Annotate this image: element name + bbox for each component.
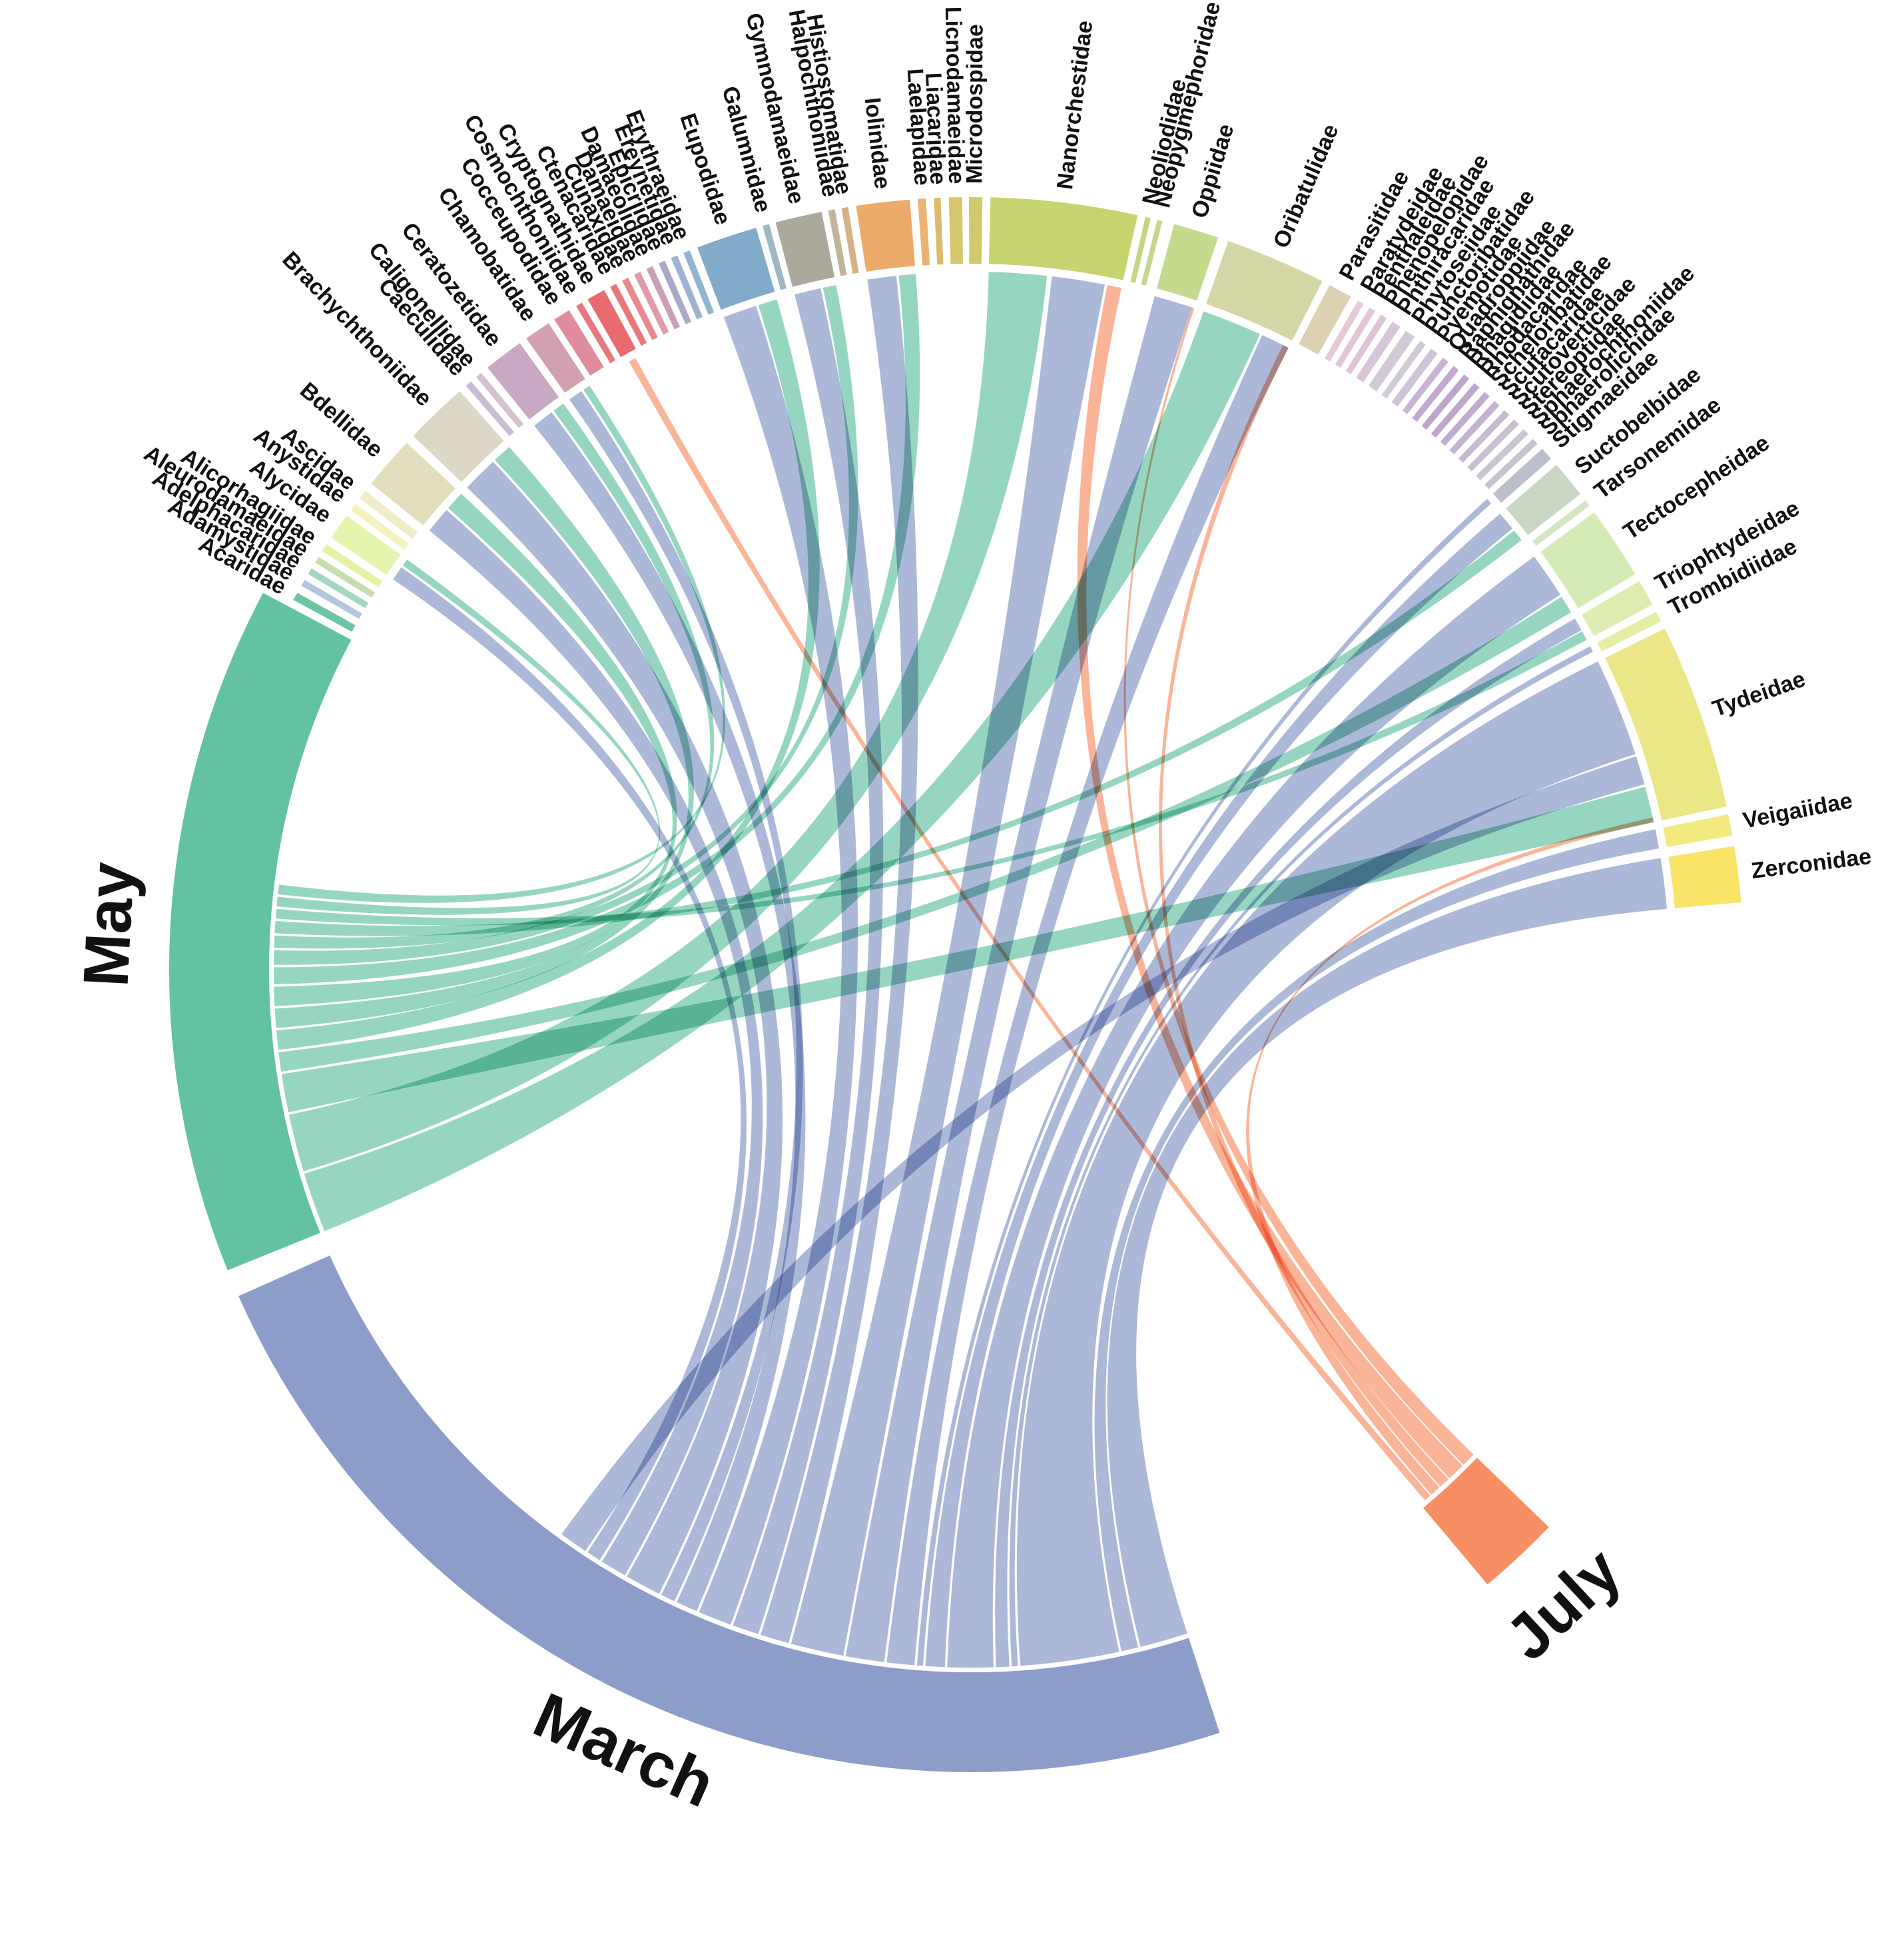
ribbon-may-tydeidae [281,787,1654,1113]
ribbon-may-bdellidae [274,493,677,1006]
family-arc-damaeidae [634,272,669,335]
family-arc-neoliodidae [1130,216,1151,283]
family-arc-sphaerochthoniidae [1476,429,1528,480]
family-arc-phenopelopidae [1345,314,1387,374]
ribbon-march-eupodidae [699,306,858,1625]
family-arc-gymnodamaeidae [775,212,835,287]
month-label-may: May [70,860,148,988]
family-label-nanorchestidae: Nanorchestidae [1052,19,1098,191]
family-arc-phytoseiidae [1368,330,1415,392]
family-arc-ceratozetidae [487,343,559,420]
family-arc-acaridae [293,593,356,632]
family-arc-triophtydeidae [1582,581,1653,637]
family-arc-parasitidae [1299,285,1351,355]
family-arc-zerconidae [1668,846,1742,908]
family-arc-stereoptidae [1467,420,1519,472]
ribbon-july-oppiidae [1123,307,1474,1465]
family-arc-eupodidae [697,228,775,310]
family-arc-stigmaeidae [1492,448,1552,503]
family-arc-brachychthoniidae [413,391,504,482]
family-arc-ctenacaridae [610,284,647,346]
ribbon-march-tydeidae [1016,661,1636,1666]
family-label-iolinidae: Iolinidae [860,96,896,190]
family-arc-anystidae [350,503,409,550]
family-arc-halpochthoniidae [828,209,847,276]
family-arc-paratydeidae [1325,300,1364,362]
family-arc-galumnidae [763,224,787,290]
family-arc-tarsonemidae [1532,500,1590,546]
family-arc-adelphacaridae [308,568,369,609]
family-arc-pyemotidae [1391,348,1438,407]
family-arc-punctoribatidae [1381,340,1426,399]
family-arc-scheloribatidae [1440,392,1490,446]
ribbon-march-veigaiidae [1094,829,1660,1652]
family-label-oppiidae: Oppiidae [1187,121,1239,221]
family-arc-trombidiidae [1597,611,1662,652]
family-arc-laelapidae [918,198,930,266]
family-arc-cosmochthoniidae [576,302,616,364]
family-arc-damaeolidae [646,266,681,330]
family-arc-scutacaridae [1449,401,1500,454]
family-arc-iolinidae [856,199,915,272]
family-arc-microdospidae [969,196,983,264]
family-label-microdospidae: Microdospidae [962,24,988,184]
month-arc-march [238,1255,1220,1772]
family-arc-adamystidae [301,579,362,619]
family-arc-bdellidae [371,442,456,525]
arc-layer [168,196,1742,1772]
family-label-licnodamaeidae: Licnodamaeidae [940,6,970,184]
family-arc-oribatulidae [1206,240,1323,341]
family-arc-caeculidae [466,381,514,436]
family-arc-epicriidae [659,260,691,324]
family-arc-histiostomatidae [841,206,859,274]
family-arc-caligonellidae [476,372,524,428]
family-arc-veigaiidae [1663,814,1733,847]
label-layer: AcaridaeAdamystidaeAdelphacaridaeAleurod… [70,0,1873,1821]
family-arc-aleurodamaeidae [315,557,375,598]
family-arc-quadroppiidae [1402,357,1448,414]
family-arc-tydeidae [1605,628,1727,820]
family-arc-rhagidiidae [1421,374,1470,430]
family-label-zerconidae: Zerconidae [1749,844,1873,884]
family-arc-cryptognathidae [587,290,636,358]
family-arc-cunaxidae [622,278,658,340]
month-arc-july [1423,1457,1549,1585]
family-arc-sphaerolichidae [1484,439,1538,489]
family-arc-raphignathidae [1412,366,1459,422]
ribbon-march-oribatulidae [886,335,1289,1666]
ribbon-layer [273,272,1667,1668]
family-arc-chamobatidae [526,323,585,393]
family-arc-scutoverticidae [1458,410,1510,463]
family-arc-rhodacaridae [1430,383,1480,438]
month-arc-may [168,593,352,1271]
family-arc-erythraeidae [683,250,715,315]
family-arc-phthiracaridae [1356,322,1401,383]
ribbon-march-iolinidae [761,276,918,1644]
family-arc-tectocepheidae [1540,512,1636,609]
family-label-veigaiidae: Veigaiidae [1741,788,1855,833]
ribbon-march-zerconidae [1107,858,1667,1647]
family-arc-nanorchestidae [988,197,1138,280]
family-label-oribatulidae: Oribatulidae [1269,121,1344,252]
family-arc-ereynetidae [671,255,703,320]
family-arc-liacaridae [934,197,944,265]
family-arc-penthaleidae [1335,307,1376,368]
family-arc-ascidae [359,491,418,539]
ribbon-march-oppiidae [845,296,1192,1662]
family-label-liacaridae: Liacaridae [920,72,950,185]
family-arc-alycidae [331,515,401,575]
family-arc-licnodamaeidae [948,197,963,264]
family-arc-neopygmephoridae [1141,220,1163,286]
family-arc-oppiidae [1156,224,1218,301]
family-arc-suctobelbidae [1506,465,1581,535]
family-label-tydeidae: Tydeidae [1709,666,1808,722]
family-arc-cocceupodidae [554,310,604,376]
family-arc-alicorhagiidae [322,544,383,587]
